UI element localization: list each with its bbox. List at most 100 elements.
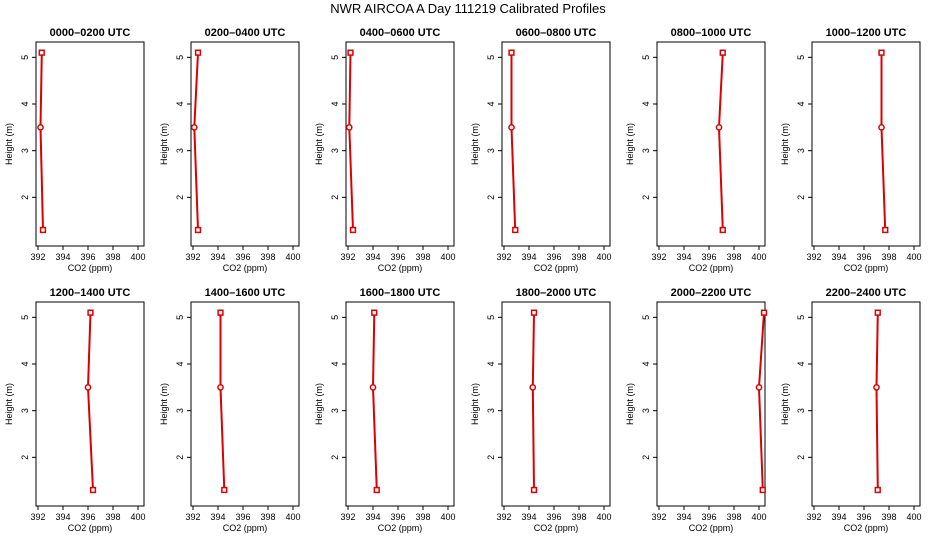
x-tick-label: 392 [651, 252, 666, 262]
y-tick-label: 5 [20, 55, 30, 60]
data-point [373, 486, 380, 494]
x-tick-label: 394 [210, 252, 225, 262]
y-tick-label: 2 [796, 195, 806, 200]
profile-line [86, 312, 94, 491]
data-point [512, 226, 519, 234]
profile-panel: 2000–2200 UTC 392 394 396 398 400 2 3 4 5 CO2 (ppm… [625, 287, 768, 533]
panel-title: 1400–1600 UTC [205, 287, 286, 299]
data-point [882, 226, 889, 234]
y-axis-label: Height (m) [625, 123, 635, 165]
profile-line [757, 312, 765, 491]
plot-frame [656, 41, 766, 247]
y-tick-label: 3 [486, 148, 496, 153]
profile-panel: 1800–2000 UTC 392 394 396 398 400 2 3 4 5 CO2 (ppm… [470, 287, 612, 533]
profile-panel: 0400–0600 UTC 392 394 396 398 400 2 3 4 5 CO2 (ppm… [314, 27, 456, 273]
profile-panel: 0800–1000 UTC 392 394 396 398 400 2 3 4 5 CO2 (ppm… [625, 27, 767, 273]
x-tick-label: 392 [30, 512, 45, 522]
y-tick-label: 3 [641, 148, 651, 153]
data-point [874, 309, 881, 316]
plot-frame [501, 301, 611, 507]
x-axis-label: CO2 (ppm) [68, 523, 113, 533]
data-point [529, 383, 537, 391]
y-tick-label: 3 [796, 148, 806, 153]
profile-panel: 1400–1600 UTC 392 394 396 398 400 2 3 4 5 CO2 (ppm… [159, 287, 301, 533]
data-point [37, 123, 44, 131]
y-axis-label: Height (m) [470, 123, 480, 165]
data-point [190, 123, 198, 131]
panel-title: 0000–0200 UTC [50, 27, 131, 39]
y-tick-label: 4 [20, 101, 30, 106]
x-tick-label: 394 [521, 512, 536, 522]
y-axis-label: Height (m) [4, 123, 14, 165]
x-tick-label: 398 [571, 512, 586, 522]
data-point [221, 486, 228, 494]
plot-frame [811, 41, 921, 247]
x-tick-label: 392 [806, 252, 821, 262]
x-tick-label: 400 [596, 512, 611, 522]
y-tick-label: 3 [330, 148, 340, 153]
profile-line [348, 52, 354, 231]
profile-panel: 1200–1400 UTC 392 394 396 398 400 2 3 4 5 CO2 (ppm… [4, 287, 146, 533]
plot-frame [190, 301, 300, 507]
y-tick-label: 5 [175, 55, 185, 60]
y-tick-label: 5 [486, 55, 496, 60]
y-tick-label: 4 [486, 101, 496, 106]
x-tick-label: 398 [726, 512, 741, 522]
y-tick-label: 4 [330, 101, 340, 106]
x-tick-label: 392 [496, 512, 511, 522]
y-tick-label: 5 [486, 315, 496, 320]
data-point [878, 49, 885, 56]
data-point [345, 123, 353, 131]
x-tick-label: 394 [365, 512, 380, 522]
plot-frame [35, 301, 145, 507]
y-tick-label: 4 [486, 361, 496, 366]
y-tick-label: 2 [641, 195, 651, 200]
data-point [84, 383, 92, 391]
x-tick-label: 394 [365, 252, 380, 262]
x-tick-label: 394 [55, 252, 70, 262]
y-tick-label: 2 [486, 455, 496, 460]
panel-title: 0800–1000 UTC [671, 27, 752, 39]
x-tick-label: 392 [651, 512, 666, 522]
x-tick-label: 392 [340, 252, 355, 262]
x-tick-label: 396 [856, 252, 871, 262]
y-tick-label: 2 [175, 455, 185, 460]
x-tick-label: 394 [676, 512, 691, 522]
y-tick-label: 5 [796, 55, 806, 60]
x-tick-label: 400 [130, 252, 145, 262]
y-tick-label: 4 [175, 361, 185, 366]
x-tick-label: 398 [105, 512, 120, 522]
y-tick-label: 2 [330, 455, 340, 460]
x-tick-label: 392 [340, 512, 355, 522]
plot-frame [501, 41, 611, 247]
profile-line [510, 52, 517, 231]
profile-line [39, 52, 44, 231]
page-title: NWR AIRCOA A Day 111219 Calibrated Profi… [330, 1, 606, 16]
data-point [873, 383, 880, 391]
y-tick-label: 5 [641, 315, 651, 320]
profile-panel: 2200–2400 UTC 392 394 396 398 400 2 3 4 5 CO2 (ppm… [780, 287, 922, 533]
y-axis-label: Height (m) [314, 383, 324, 425]
data-point [508, 49, 515, 56]
profile-panel: 1000–1200 UTC 392 394 396 398 400 2 3 4 5 CO2 (ppm… [780, 27, 922, 273]
x-tick-label: 400 [440, 512, 455, 522]
profile-line [880, 52, 887, 231]
plot-frame [656, 301, 766, 507]
x-tick-label: 400 [906, 252, 921, 262]
x-axis-label: CO2 (ppm) [378, 263, 423, 273]
y-tick-label: 4 [175, 101, 185, 106]
data-point [530, 486, 538, 494]
y-axis-label: Height (m) [470, 383, 480, 425]
x-tick-label: 400 [285, 512, 300, 522]
data-point [530, 309, 538, 316]
panel-title: 1800–2000 UTC [516, 287, 597, 299]
x-tick-label: 400 [751, 512, 766, 522]
x-axis-label: CO2 (ppm) [844, 263, 889, 273]
y-axis-label: Height (m) [159, 123, 169, 165]
data-point [347, 49, 354, 56]
x-tick-label: 396 [701, 252, 716, 262]
x-tick-label: 400 [906, 512, 921, 522]
y-tick-label: 3 [796, 408, 806, 413]
x-tick-label: 400 [130, 512, 145, 522]
x-tick-label: 392 [185, 512, 200, 522]
